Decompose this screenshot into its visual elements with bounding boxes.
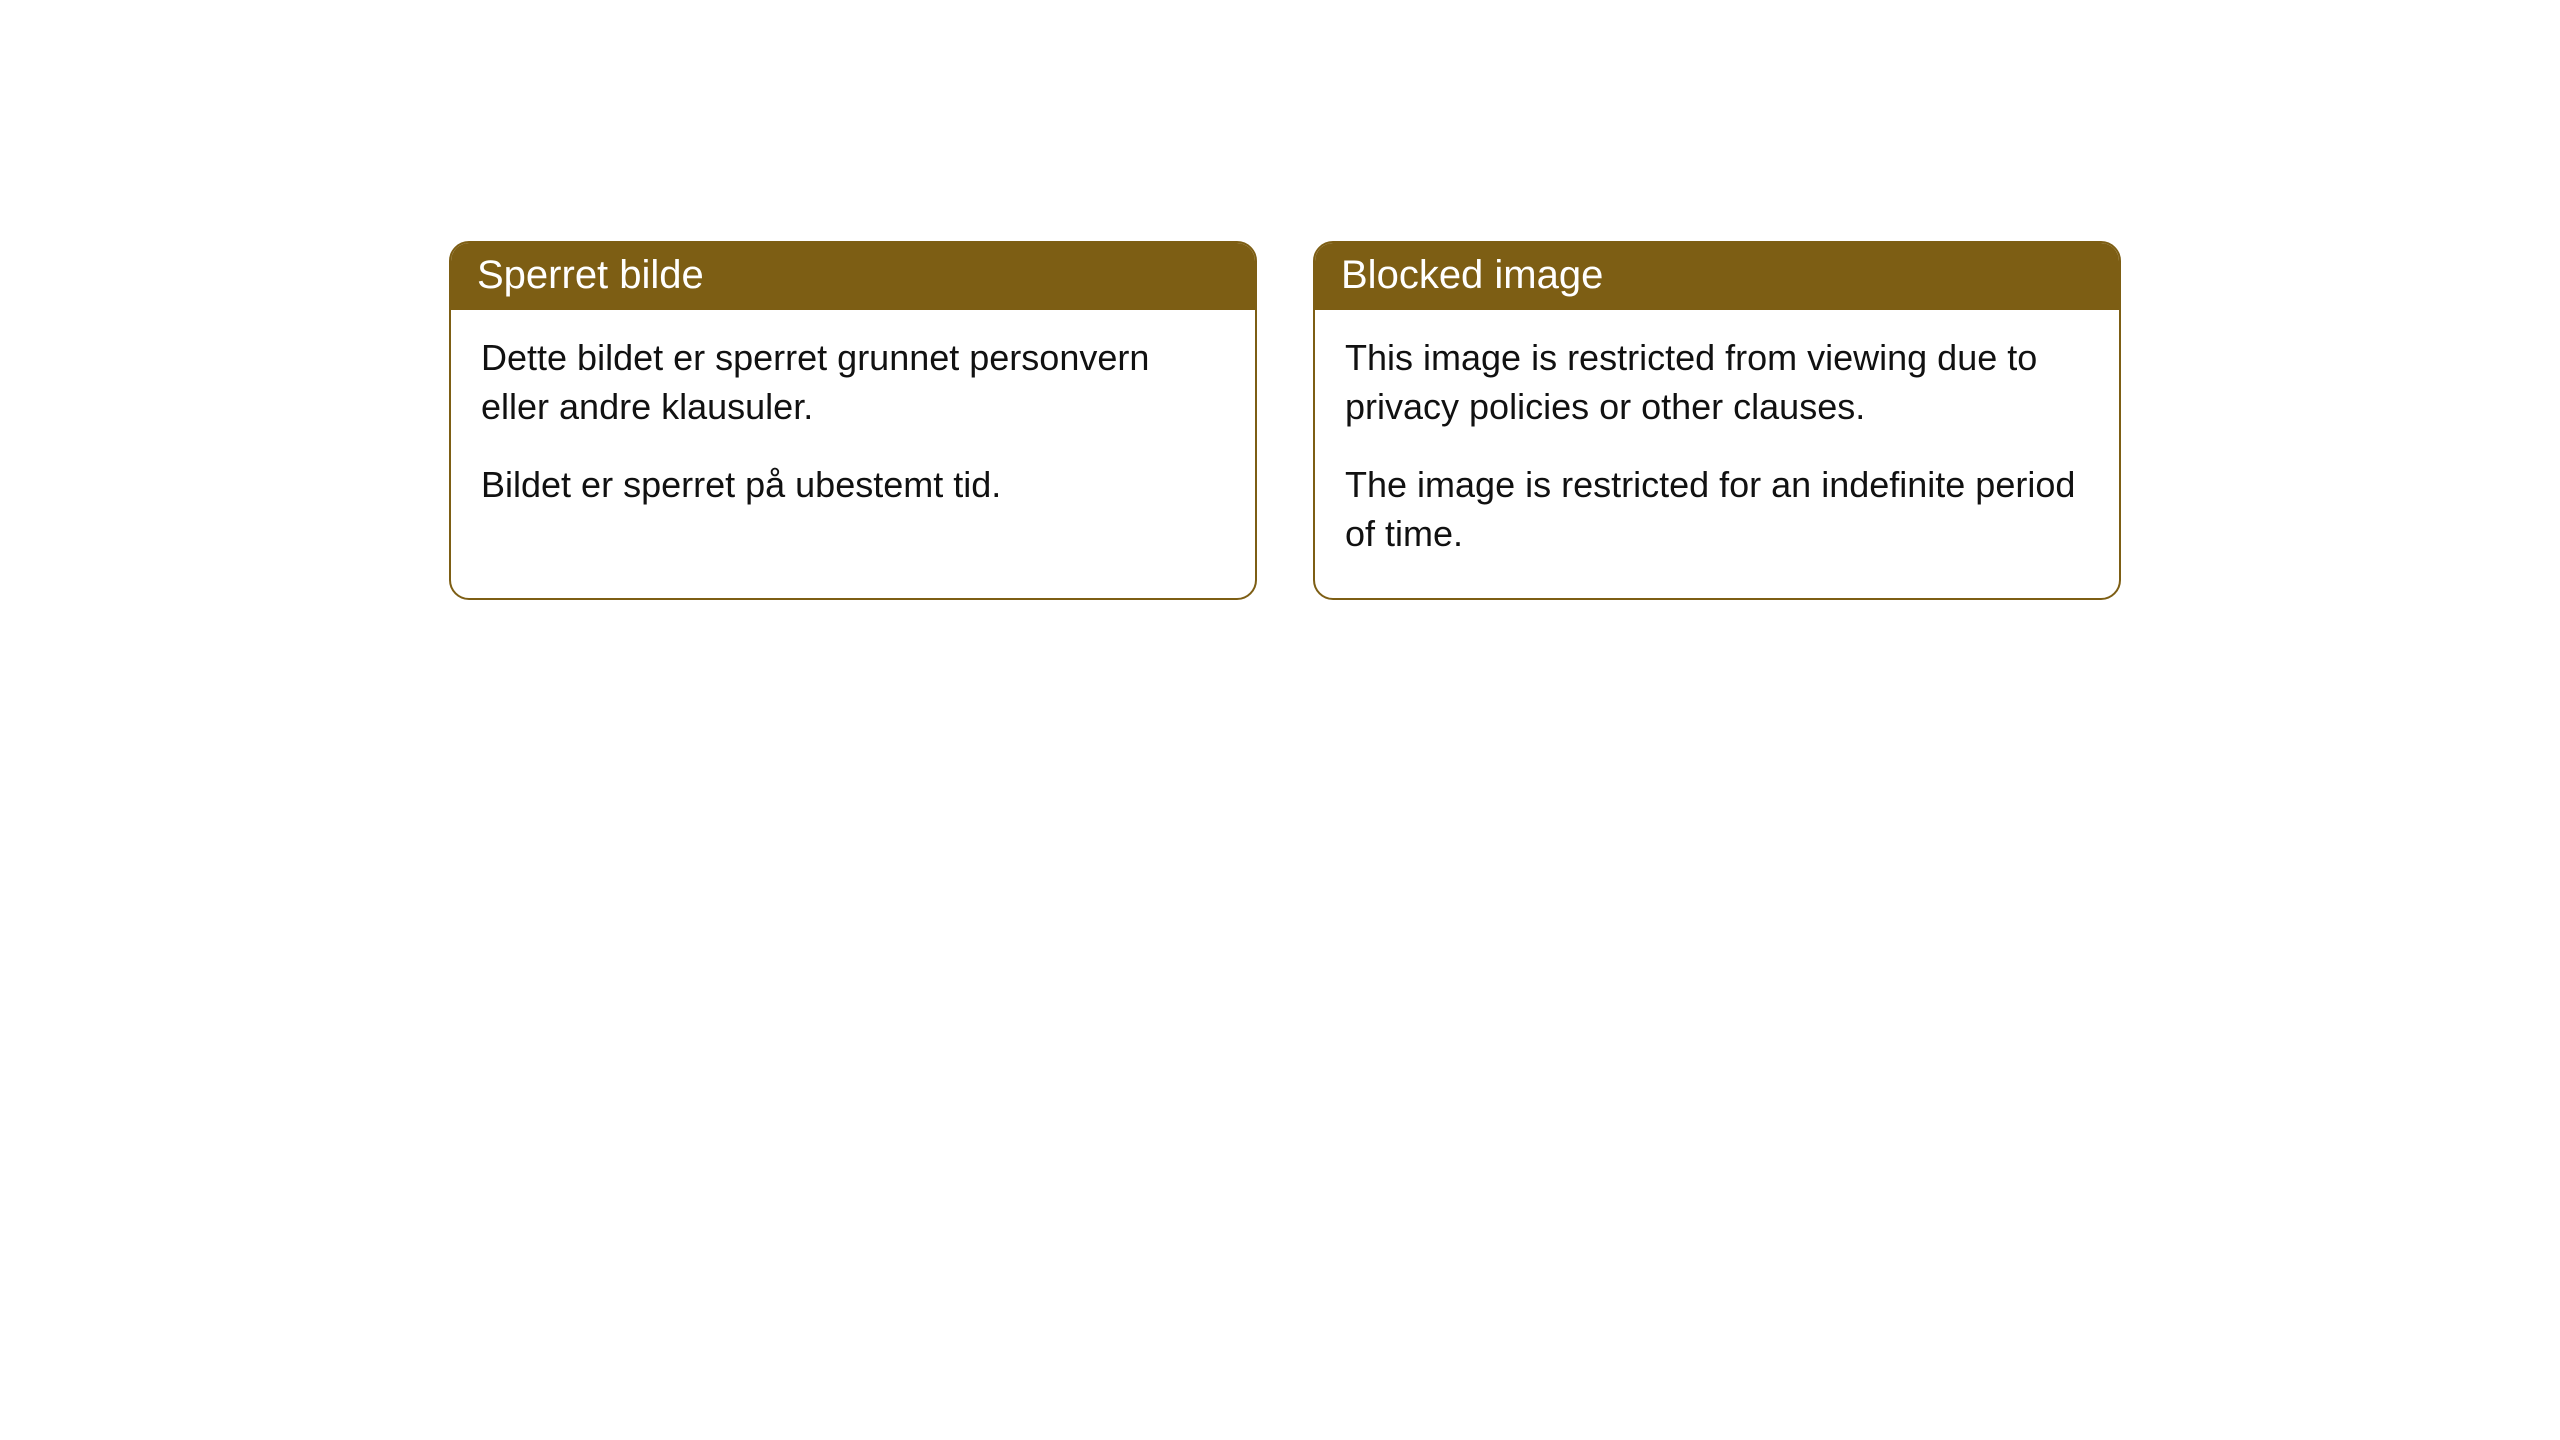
card-header: Sperret bilde — [451, 243, 1255, 310]
card-title: Blocked image — [1341, 253, 1603, 297]
blocked-image-card-no: Sperret bilde Dette bildet er sperret gr… — [449, 241, 1257, 600]
card-paragraph: The image is restricted for an indefinit… — [1345, 461, 2089, 558]
card-body: Dette bildet er sperret grunnet personve… — [451, 310, 1255, 550]
card-header: Blocked image — [1315, 243, 2119, 310]
card-paragraph: Dette bildet er sperret grunnet personve… — [481, 334, 1225, 431]
card-paragraph: This image is restricted from viewing du… — [1345, 334, 2089, 431]
card-body: This image is restricted from viewing du… — [1315, 310, 2119, 598]
blocked-image-card-en: Blocked image This image is restricted f… — [1313, 241, 2121, 600]
notice-cards-container: Sperret bilde Dette bildet er sperret gr… — [0, 0, 2560, 600]
card-title: Sperret bilde — [477, 253, 704, 297]
card-paragraph: Bildet er sperret på ubestemt tid. — [481, 461, 1225, 510]
